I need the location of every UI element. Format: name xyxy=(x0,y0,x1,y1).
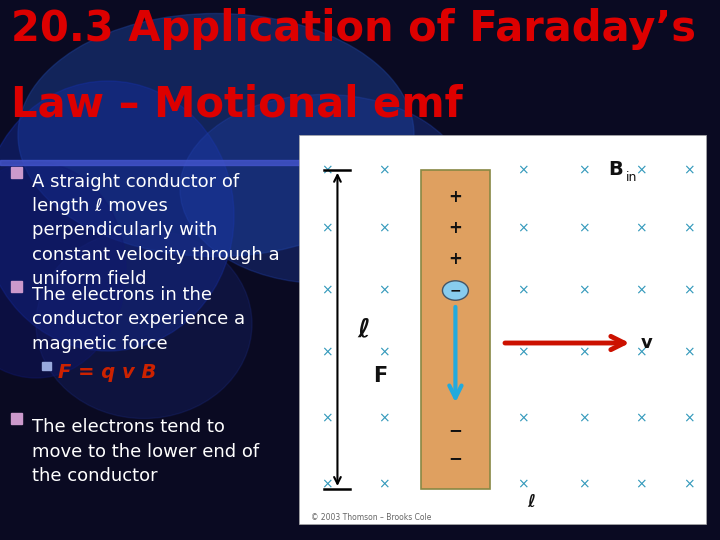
Text: B: B xyxy=(608,160,623,179)
Text: ×: × xyxy=(321,163,333,177)
Ellipse shape xyxy=(0,162,126,378)
Text: ×: × xyxy=(683,346,695,360)
Bar xyxy=(42,362,51,370)
Text: ×: × xyxy=(379,284,390,298)
Text: The electrons tend to
move to the lower end of
the conductor: The electrons tend to move to the lower … xyxy=(32,418,258,485)
Circle shape xyxy=(443,281,469,300)
Text: +: + xyxy=(449,219,462,237)
Text: ×: × xyxy=(635,346,647,360)
Text: v: v xyxy=(641,334,652,352)
Text: F: F xyxy=(373,366,387,386)
Text: −: − xyxy=(449,284,462,298)
Bar xyxy=(11,413,22,424)
Text: © 2003 Thomson – Brooks Cole: © 2003 Thomson – Brooks Cole xyxy=(311,513,431,522)
Text: ×: × xyxy=(683,478,695,492)
Text: ×: × xyxy=(321,412,333,426)
Text: ×: × xyxy=(379,163,390,177)
Text: ×: × xyxy=(683,284,695,298)
Text: ×: × xyxy=(379,412,390,426)
Text: ×: × xyxy=(321,346,333,360)
Text: Law – Motional emf: Law – Motional emf xyxy=(11,84,462,126)
Text: ×: × xyxy=(379,346,390,360)
Text: A straight conductor of
length ℓ moves
perpendicularly with
constant velocity th: A straight conductor of length ℓ moves p… xyxy=(32,173,279,288)
Ellipse shape xyxy=(18,14,414,256)
Text: ×: × xyxy=(635,284,647,298)
Text: ×: × xyxy=(379,478,390,492)
Bar xyxy=(420,170,490,489)
Bar xyxy=(0,160,403,165)
Text: −: − xyxy=(449,422,462,440)
Text: 20.3 Application of Faraday’s: 20.3 Application of Faraday’s xyxy=(11,8,696,50)
Text: ×: × xyxy=(517,478,528,492)
Text: ×: × xyxy=(683,221,695,235)
Text: in: in xyxy=(626,171,637,184)
Text: ×: × xyxy=(683,163,695,177)
Text: ℓ: ℓ xyxy=(527,494,535,511)
Text: ×: × xyxy=(635,221,647,235)
Text: The electrons in the
conductor experience a
magnetic force: The electrons in the conductor experienc… xyxy=(32,286,245,353)
Text: ×: × xyxy=(517,221,528,235)
Text: ℓ: ℓ xyxy=(358,316,370,342)
Text: ×: × xyxy=(577,163,590,177)
Text: ×: × xyxy=(517,284,528,298)
Text: ×: × xyxy=(577,478,590,492)
Text: ×: × xyxy=(577,284,590,298)
Text: ×: × xyxy=(379,221,390,235)
Ellipse shape xyxy=(36,230,252,418)
Text: ×: × xyxy=(577,412,590,426)
Bar xyxy=(11,281,22,292)
Text: −: − xyxy=(449,449,462,467)
Text: ×: × xyxy=(683,412,695,426)
Text: F = q v B: F = q v B xyxy=(58,363,156,382)
Text: ×: × xyxy=(577,221,590,235)
Text: ×: × xyxy=(635,163,647,177)
Text: ×: × xyxy=(321,478,333,492)
Bar xyxy=(299,135,706,524)
Text: +: + xyxy=(449,188,462,206)
Text: ×: × xyxy=(577,346,590,360)
Text: ×: × xyxy=(635,412,647,426)
Ellipse shape xyxy=(0,81,234,351)
Text: ×: × xyxy=(517,346,528,360)
Text: ×: × xyxy=(517,163,528,177)
Text: ×: × xyxy=(321,284,333,298)
Bar xyxy=(11,167,22,178)
Ellipse shape xyxy=(180,94,468,284)
Text: ×: × xyxy=(517,412,528,426)
Text: ×: × xyxy=(321,221,333,235)
Text: +: + xyxy=(449,251,462,268)
Text: ×: × xyxy=(635,478,647,492)
